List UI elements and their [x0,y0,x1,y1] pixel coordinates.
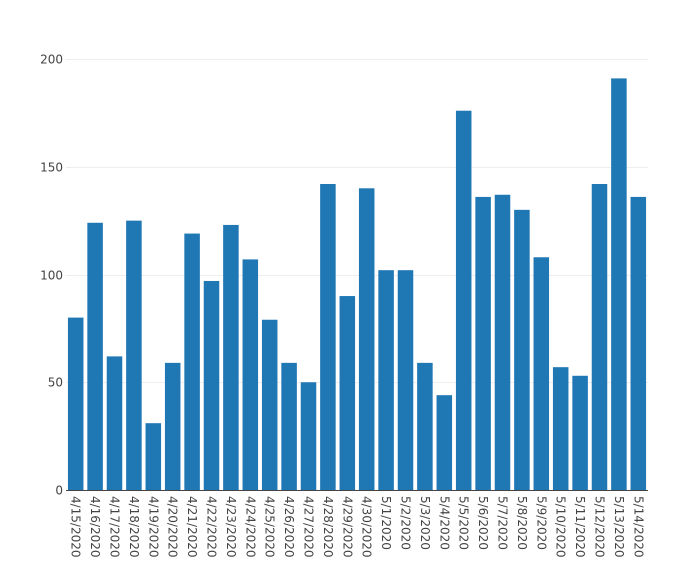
bar-4/30/2020 [358,188,375,491]
bar-4/17/2020 [106,356,123,490]
bar-5/14/2020 [630,196,647,491]
x-tick-label: 4/28/2020 [321,496,335,558]
x-tick-label: 4/23/2020 [224,496,238,558]
bar-4/23/2020 [223,224,239,490]
bar-5/8/2020 [514,209,530,490]
x-tick-label: 5/8/2020 [515,496,529,550]
bar-4/24/2020 [242,259,259,490]
x-tick-label: 5/10/2020 [554,496,568,558]
x-tick-label: 4/30/2020 [360,496,374,558]
gridlines [66,59,648,383]
x-tick-label: 4/15/2020 [69,496,83,558]
x-tick-label: 5/3/2020 [418,496,432,550]
bar-5/9/2020 [533,257,550,490]
bar-4/20/2020 [164,362,181,490]
bar-4/26/2020 [281,362,297,490]
bar-4/29/2020 [339,296,356,490]
bar-4/21/2020 [184,233,200,490]
bar-4/22/2020 [203,280,220,490]
x-tick-label: 5/12/2020 [593,496,607,558]
bar-4/27/2020 [300,382,317,490]
x-tick-label: 5/1/2020 [379,496,393,550]
y-axis-tick-labels: 0 50 100 150 200 [40,53,63,498]
x-tick-label: 5/2/2020 [399,496,413,550]
bar-4/25/2020 [261,319,278,490]
x-tick-label: 5/11/2020 [573,496,587,558]
bar-4/18/2020 [126,220,142,491]
y-tick-label: 100 [40,269,63,283]
x-tick-label: 4/25/2020 [263,496,277,558]
bars [67,78,647,491]
bar-5/1/2020 [378,270,394,490]
bar-5/5/2020 [455,110,472,490]
x-tick-label: 4/16/2020 [88,496,102,558]
x-tick-label: 4/20/2020 [166,496,180,558]
x-tick-label: 4/17/2020 [108,496,122,558]
x-tick-label: 5/6/2020 [476,496,490,550]
bar-5/11/2020 [572,375,588,490]
bar-5/4/2020 [436,395,453,490]
bar-5/10/2020 [552,367,569,490]
x-tick-label: 4/27/2020 [302,496,316,558]
x-tick-label: 5/9/2020 [534,496,548,550]
bar-4/15/2020 [67,317,84,490]
bar-5/12/2020 [591,183,608,491]
x-tick-label: 4/19/2020 [146,496,160,558]
x-tick-label: 5/4/2020 [437,496,451,550]
x-tick-label: 4/18/2020 [127,496,141,558]
y-tick-label: 50 [48,376,63,390]
y-tick-label: 0 [55,484,63,498]
bar-4/28/2020 [320,183,336,491]
x-tick-label: 5/14/2020 [631,496,645,558]
bar-4/19/2020 [145,423,162,490]
bar-5/2/2020 [397,270,414,490]
bar-5/7/2020 [494,194,511,490]
y-tick-label: 150 [40,161,63,175]
bar-5/3/2020 [417,362,433,490]
bar-4/16/2020 [87,222,103,490]
bar-5/6/2020 [475,196,491,491]
y-tick-label: 200 [40,53,63,67]
x-tick-label: 4/26/2020 [282,496,296,558]
x-tick-label: 5/5/2020 [457,496,471,550]
x-tick-label: 4/22/2020 [205,496,219,558]
x-tick-label: 4/29/2020 [340,496,354,558]
bar-5/13/2020 [611,78,627,491]
x-tick-label: 5/7/2020 [496,496,510,550]
x-axis-tick-labels: 4/15/2020 4/16/2020 4/17/2020 4/18/2020 4/19… [69,496,646,558]
x-tick-label: 4/24/2020 [243,496,257,558]
x-tick-label: 5/13/2020 [612,496,626,558]
x-tick-label: 4/21/2020 [185,496,199,558]
